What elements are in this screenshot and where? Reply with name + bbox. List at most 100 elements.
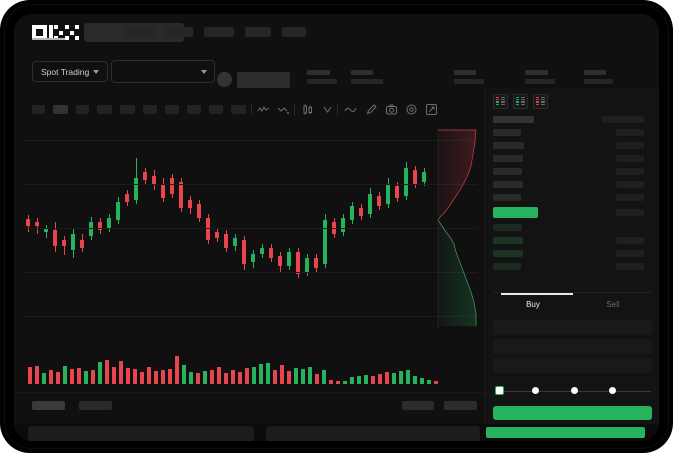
volume-bar: [329, 380, 333, 384]
volume-bar: [301, 369, 305, 384]
candle-body: [134, 178, 138, 200]
tab-sell[interactable]: Sell: [606, 300, 620, 309]
candle-body: [260, 248, 264, 254]
candle-body: [359, 208, 363, 216]
candle-body: [53, 230, 57, 246]
volume-bar: [287, 371, 291, 384]
bottom-action-0[interactable]: [402, 401, 434, 410]
bottom-tab-1[interactable]: [79, 401, 112, 410]
candlestick-chart[interactable]: [14, 122, 484, 334]
bottom-panel-1[interactable]: [266, 426, 480, 441]
tab-buy[interactable]: Buy: [526, 300, 540, 309]
orderbook-bid-row[interactable]: [493, 237, 523, 244]
order-book-rows[interactable]: [485, 114, 659, 289]
candle-body: [287, 252, 291, 266]
order-field-price[interactable]: [493, 320, 652, 335]
bottom-panel-0[interactable]: [28, 426, 254, 441]
volume-bar: [406, 370, 410, 384]
timeframe-button-2[interactable]: [76, 105, 89, 114]
nav-item-2[interactable]: [204, 27, 234, 37]
orderbook-ask-row[interactable]: [493, 129, 521, 136]
candle-body: [62, 240, 66, 246]
orderbook-asks-icon[interactable]: [533, 94, 548, 109]
volume-bar: [245, 368, 249, 384]
orderbook-ask-row[interactable]: [493, 155, 523, 162]
timeframe-button-3[interactable]: [97, 105, 112, 114]
fullscreen-expand-icon[interactable]: [425, 103, 438, 116]
submit-buy-button[interactable]: [493, 406, 652, 420]
percent-slider[interactable]: [495, 385, 653, 397]
bottom-tab-0[interactable]: [32, 401, 65, 410]
volume-bar: [336, 381, 340, 384]
volume-bar: [364, 375, 368, 384]
line-chart-icon[interactable]: [344, 103, 357, 116]
app-screen: Spot Trading: [14, 14, 659, 441]
buy-sell-tab-bar: Buy Sell: [493, 292, 653, 317]
candle-body: [386, 184, 390, 204]
timeframe-button-9[interactable]: [231, 105, 246, 114]
pencil-draw-icon[interactable]: [365, 103, 378, 116]
bottom-action-1[interactable]: [444, 401, 477, 410]
orderbook-bid-row[interactable]: [493, 263, 521, 270]
trading-pair-select[interactable]: [111, 60, 215, 83]
volume-bar: [161, 370, 165, 384]
candle-series: [14, 122, 484, 334]
indicator-compare-icon[interactable]: [277, 103, 290, 116]
orderbook-ask-row[interactable]: [493, 168, 522, 175]
candle-body: [125, 194, 129, 202]
trading-mode-dropdown[interactable]: Spot Trading: [32, 61, 109, 82]
orderbook-bids-icon[interactable]: [513, 94, 528, 109]
slider-handle[interactable]: [495, 386, 504, 395]
bottom-tab-active-underline: [32, 38, 65, 40]
candle-body: [305, 258, 309, 272]
indicator-arrow-icon[interactable]: [321, 103, 334, 116]
timeframe-button-1[interactable]: [53, 105, 68, 114]
volume-bar: [119, 361, 123, 384]
chart-gridline: [22, 228, 477, 229]
pair-name-placeholder[interactable]: [237, 72, 290, 88]
nav-item-4[interactable]: [282, 27, 306, 37]
volume-bar: [175, 356, 179, 384]
indicator-wave-icon[interactable]: [257, 103, 270, 116]
orderbook-ask-row[interactable]: [493, 194, 521, 201]
candle-body: [233, 238, 237, 246]
slider-stop-25[interactable]: [532, 387, 539, 394]
orderbook-bid-row[interactable]: [493, 250, 523, 257]
camera-snapshot-icon[interactable]: [385, 103, 398, 116]
orderbook-both-icon[interactable]: [493, 94, 508, 109]
candle-body: [206, 218, 210, 240]
volume-bar: [322, 370, 326, 384]
slider-stop-75[interactable]: [609, 387, 616, 394]
nav-item-3[interactable]: [245, 27, 271, 37]
order-field-total[interactable]: [493, 358, 652, 373]
nav-item-0[interactable]: [126, 27, 154, 37]
market-stat-4: [584, 70, 613, 84]
timeframe-button-8[interactable]: [209, 105, 223, 114]
order-field-amount[interactable]: [493, 339, 652, 354]
candle-body: [296, 252, 300, 274]
bottom-buy-button[interactable]: [486, 427, 645, 438]
trading-mode-label: Spot Trading: [41, 66, 90, 77]
toolbar-divider: [294, 103, 295, 115]
orderbook-ask-row[interactable]: [493, 142, 524, 149]
coin-avatar: [217, 72, 232, 87]
settings-gear-icon[interactable]: [405, 103, 418, 116]
orderbook-bid-row[interactable]: [493, 224, 522, 231]
candle-body: [278, 256, 282, 266]
timeframe-button-4[interactable]: [120, 105, 135, 114]
nav-item-1[interactable]: [165, 27, 193, 37]
volume-bar: [140, 372, 144, 384]
volume-bar: [224, 373, 228, 384]
candle-body: [35, 222, 39, 226]
chart-toolbar: [14, 100, 484, 122]
volume-bar: [154, 371, 158, 384]
timeframe-button-6[interactable]: [165, 105, 179, 114]
timeframe-button-5[interactable]: [143, 105, 157, 114]
slider-stop-50[interactable]: [571, 387, 578, 394]
timeframe-button-0[interactable]: [32, 105, 45, 114]
chevron-down-icon: [201, 69, 207, 74]
volume-bar: [238, 372, 242, 384]
timeframe-button-7[interactable]: [187, 105, 201, 114]
orderbook-ask-row[interactable]: [493, 181, 523, 188]
candlestick-type-icon[interactable]: [301, 103, 314, 116]
